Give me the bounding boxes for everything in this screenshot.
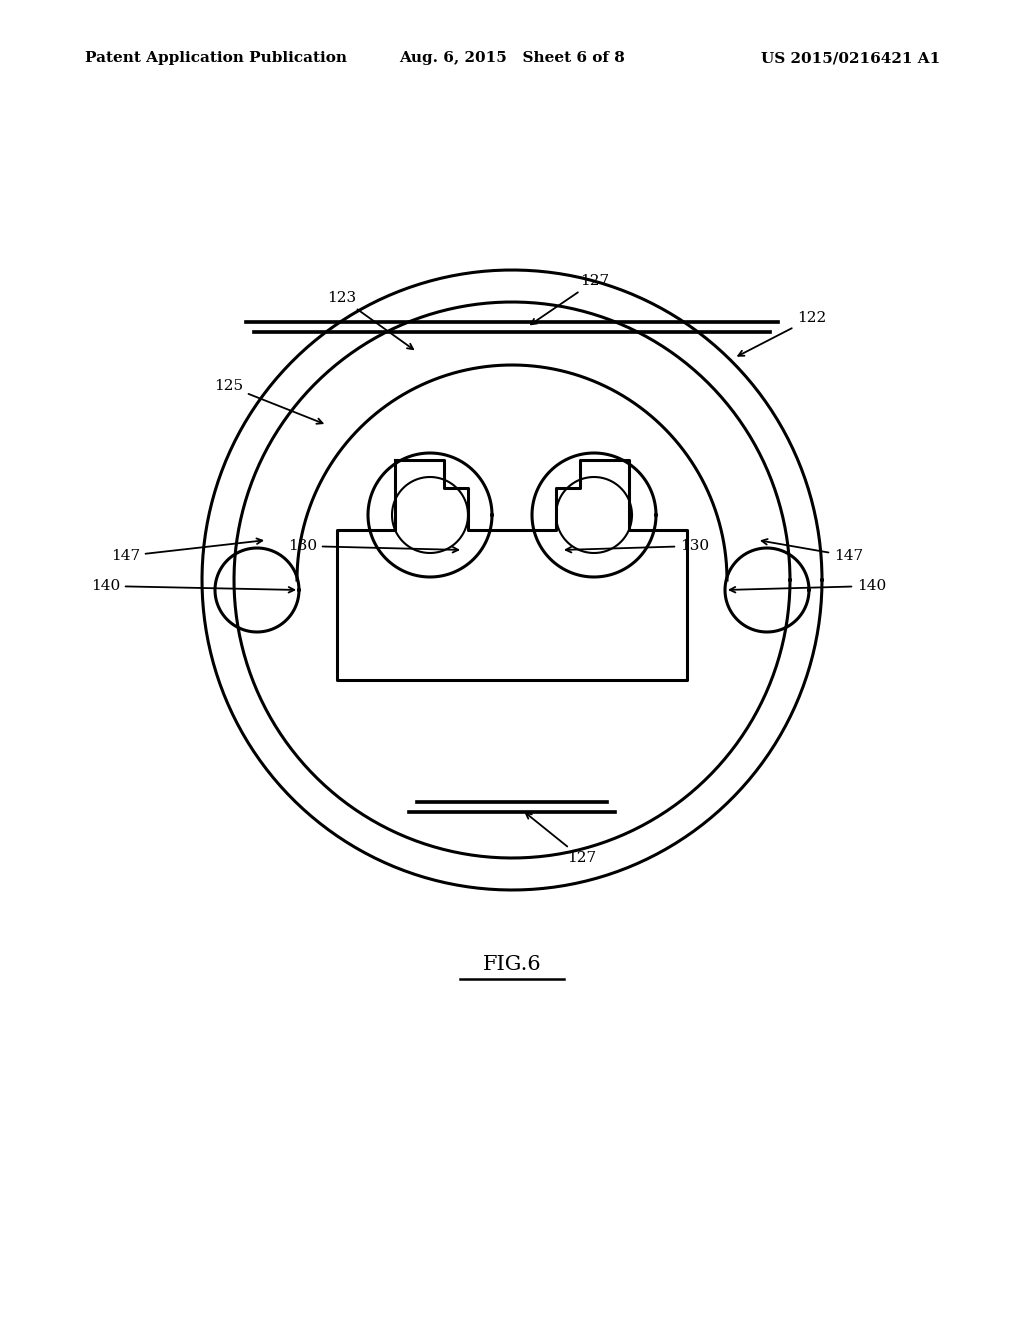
Text: 122: 122 bbox=[738, 312, 826, 356]
Text: 130: 130 bbox=[566, 539, 710, 553]
Text: US 2015/0216421 A1: US 2015/0216421 A1 bbox=[761, 51, 940, 65]
Text: 140: 140 bbox=[730, 579, 886, 593]
Text: 140: 140 bbox=[91, 579, 294, 593]
Text: 123: 123 bbox=[327, 290, 413, 350]
Text: 125: 125 bbox=[214, 379, 323, 424]
Text: 147: 147 bbox=[111, 539, 262, 564]
Text: Aug. 6, 2015   Sheet 6 of 8: Aug. 6, 2015 Sheet 6 of 8 bbox=[399, 51, 625, 65]
Text: 147: 147 bbox=[762, 539, 863, 564]
Text: 130: 130 bbox=[288, 539, 458, 553]
Text: Patent Application Publication: Patent Application Publication bbox=[85, 51, 347, 65]
Text: 127: 127 bbox=[531, 275, 609, 325]
Text: FIG.6: FIG.6 bbox=[482, 956, 542, 974]
Text: 127: 127 bbox=[525, 813, 596, 865]
